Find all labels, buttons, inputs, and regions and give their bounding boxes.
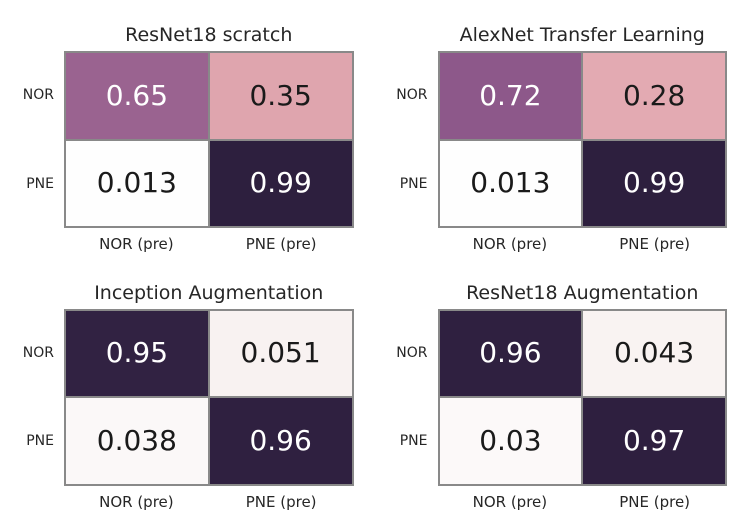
heatmap-cell: 0.95 xyxy=(66,310,208,396)
heatmap-cell: 0.043 xyxy=(583,310,725,396)
heatmap-cell: 0.99 xyxy=(583,140,725,226)
heatmap-cell: 0.013 xyxy=(66,140,208,226)
y-axis-labels: NOR PNE xyxy=(0,309,64,486)
row-label-nor: NOR xyxy=(396,344,428,361)
col-label-pne-pre: PNE (pre) xyxy=(619,492,691,511)
panel-title: ResNet18 Augmentation xyxy=(466,281,699,304)
panel-title: AlexNet Transfer Learning xyxy=(459,24,705,46)
heatmap-body: NOR PNE 0.95 0.051 0.038 0.96 xyxy=(0,308,354,486)
col-label-nor-pre: NOR (pre) xyxy=(472,235,548,253)
x-axis-labels: NOR (pre) PNE (pre) xyxy=(64,486,354,520)
heatmap-cell: 0.72 xyxy=(439,53,582,139)
row-label-nor: NOR xyxy=(396,87,428,104)
heatmap-cell: 0.97 xyxy=(583,398,725,484)
heatmap-cell: 0.65 xyxy=(66,53,208,139)
y-axis-labels: NOR PNE xyxy=(374,309,438,486)
panel-title: ResNet18 scratch xyxy=(125,24,293,46)
col-label-nor-pre: NOR (pre) xyxy=(99,492,174,511)
heatmap-grid: 0.72 0.28 0.013 0.99 xyxy=(437,51,727,228)
heatmap-grid: 0.95 0.051 0.038 0.96 xyxy=(64,308,354,486)
heatmap-body: NOR PNE 0.72 0.28 0.013 0.99 xyxy=(374,51,727,228)
x-axis-labels: NOR (pre) PNE (pre) xyxy=(438,486,728,520)
panel-title: Inception Augmentation xyxy=(94,281,324,304)
heatmap-cell: 0.35 xyxy=(209,53,352,139)
row-label-pne: PNE xyxy=(399,433,428,450)
x-axis-labels: NOR (pre) PNE (pre) xyxy=(64,228,354,262)
heatmap-grid: 0.96 0.043 0.03 0.97 xyxy=(437,308,727,486)
col-label-pne-pre: PNE (pre) xyxy=(245,492,317,511)
panel-resnet18-scratch: ResNet18 scratch NOR PNE 0.65 0.35 0.013… xyxy=(0,8,374,266)
heatmap-cell: 0.96 xyxy=(439,310,582,396)
heatmap-cell: 0.28 xyxy=(583,53,725,139)
col-label-nor-pre: NOR (pre) xyxy=(472,492,548,511)
row-label-pne: PNE xyxy=(399,175,428,192)
col-label-nor-pre: NOR (pre) xyxy=(99,235,174,253)
heatmap-body: NOR PNE 0.65 0.35 0.013 0.99 xyxy=(0,51,354,228)
panel-resnet18-augmentation: ResNet18 Augmentation NOR PNE 0.96 0.043… xyxy=(374,266,747,523)
panel-inception-augmentation: Inception Augmentation NOR PNE 0.95 0.05… xyxy=(0,266,374,523)
heatmap-cell: 0.013 xyxy=(439,140,582,226)
heatmap-body: NOR PNE 0.96 0.043 0.03 0.97 xyxy=(374,308,727,486)
row-label-nor: NOR xyxy=(22,87,54,104)
heatmap-grid: 0.65 0.35 0.013 0.99 xyxy=(64,51,354,228)
x-axis-labels: NOR (pre) PNE (pre) xyxy=(438,228,728,262)
row-label-pne: PNE xyxy=(26,433,54,450)
heatmap-cell: 0.96 xyxy=(209,398,352,484)
col-label-pne-pre: PNE (pre) xyxy=(245,235,317,253)
y-axis-labels: NOR PNE xyxy=(374,51,438,228)
heatmap-cell: 0.038 xyxy=(66,398,208,484)
col-label-pne-pre: PNE (pre) xyxy=(619,235,691,253)
heatmap-cell: 0.051 xyxy=(209,310,352,396)
y-axis-labels: NOR PNE xyxy=(0,51,64,228)
row-label-pne: PNE xyxy=(26,175,54,192)
heatmap-cell: 0.99 xyxy=(209,140,352,226)
panel-alexnet-transfer: AlexNet Transfer Learning NOR PNE 0.72 0… xyxy=(374,8,747,266)
row-label-nor: NOR xyxy=(22,344,54,361)
heatmap-cell: 0.03 xyxy=(439,398,582,484)
